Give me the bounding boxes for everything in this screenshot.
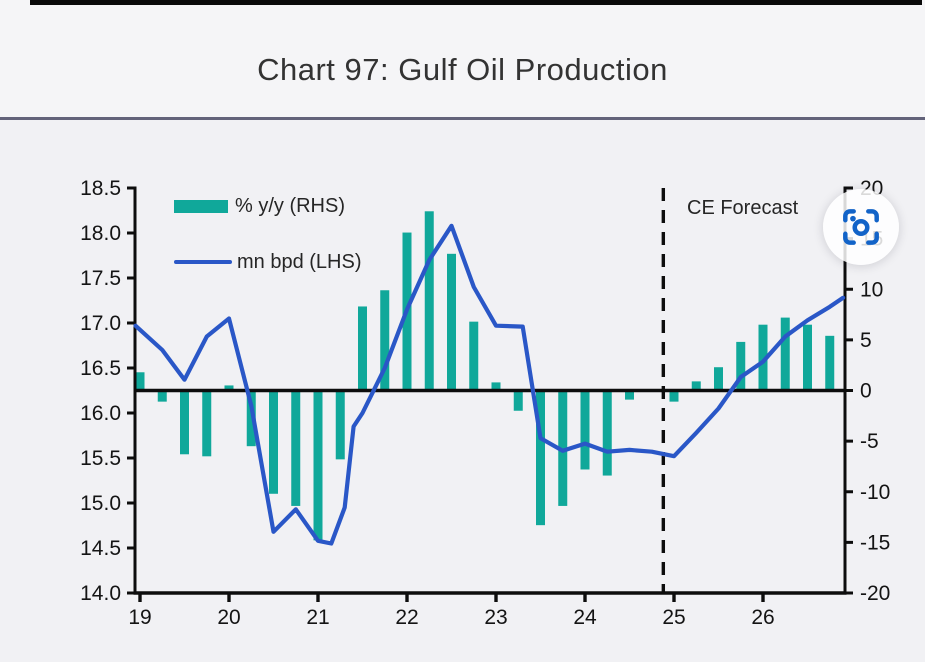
right-axis-tick-label: -15 [860,531,890,554]
bar-24.5 [625,390,634,400]
bar-23.25 [513,390,523,411]
bar-19 [135,372,145,391]
right-axis-tick-label: 10 [860,278,883,301]
bar-23.5 [536,390,545,526]
x-axis-tick-label: 25 [662,606,685,629]
bar-22.75 [469,321,479,391]
zoom-region-icon [843,209,879,245]
bar-23.75 [558,390,568,506]
x-axis-tick-label: 26 [751,606,774,629]
bar-25.25 [691,381,701,391]
bar-series-swatch [174,199,228,213]
right-axis-tick-label: -5 [860,430,879,453]
right-axis-tick-label: -20 [860,582,890,605]
x-axis-tick-label: 24 [573,606,597,629]
left-axis-tick-label: 18.0 [80,222,121,245]
legend-line-label: mn bpd (LHS) [237,250,362,273]
title-divider [0,117,925,120]
left-axis-tick-label: 17.5 [80,267,121,290]
bar-26.25 [780,317,790,391]
legend-item-line: mn bpd (LHS) [174,249,362,275]
right-axis-tick-label: 0 [860,380,872,403]
left-axis-tick-label: 17.0 [80,312,121,335]
chart-legend: % y/y (RHS) mn bpd (LHS) [174,193,362,275]
left-axis-tick-label: 14.5 [80,537,121,560]
bar-19.75 [202,390,212,457]
x-axis-tick-label: 21 [306,606,329,629]
x-axis-tick-label: 22 [395,606,418,629]
bar-24.25 [602,390,612,476]
bar-26 [758,324,768,391]
bar-21.75 [380,290,390,391]
bar-26.5 [803,324,812,391]
bar-25 [669,390,679,402]
bar-19.5 [180,390,189,455]
bar-25.75 [736,341,746,391]
line-series-swatch [174,260,232,264]
left-axis-tick-label: 15.5 [80,447,121,470]
left-axis-tick-label: 16.0 [80,402,121,425]
bar-23 [491,382,501,391]
title-band [0,0,925,119]
bar-25.5 [714,367,723,391]
x-axis-tick-label: 19 [128,606,151,629]
x-axis-tick-label: 23 [484,606,507,629]
forecast-label: CE Forecast [687,197,799,219]
bar-22.5 [447,253,456,391]
left-axis-tick-label: 15.0 [80,492,121,515]
bar-21.25 [335,390,345,460]
legend-item-bars: % y/y (RHS) [174,193,362,219]
bar-21.5 [358,306,367,391]
bar-20.5 [269,390,278,494]
chart-title: Chart 97: Gulf Oil Production [257,52,668,87]
top-border-line [30,0,922,5]
bar-24 [580,390,590,470]
zoom-tool-button[interactable] [823,189,899,265]
right-axis-tick-label: 5 [860,329,872,352]
bar-26.75 [825,335,835,391]
bar-21 [313,390,323,541]
bar-22.25 [424,211,434,391]
left-axis-tick-label: 16.5 [80,357,121,380]
bar-20.75 [291,390,301,506]
bar-20.25 [246,390,256,447]
line-series [133,223,846,546]
left-axis-tick-label: 18.5 [80,177,121,200]
left-axis-tick-label: 14.0 [80,582,121,605]
right-axis-tick-label: -10 [860,481,890,504]
x-axis-tick-label: 20 [217,606,240,629]
legend-bars-label: % y/y (RHS) [235,194,345,217]
bar-20 [224,385,234,391]
bar-19.25 [157,390,167,402]
